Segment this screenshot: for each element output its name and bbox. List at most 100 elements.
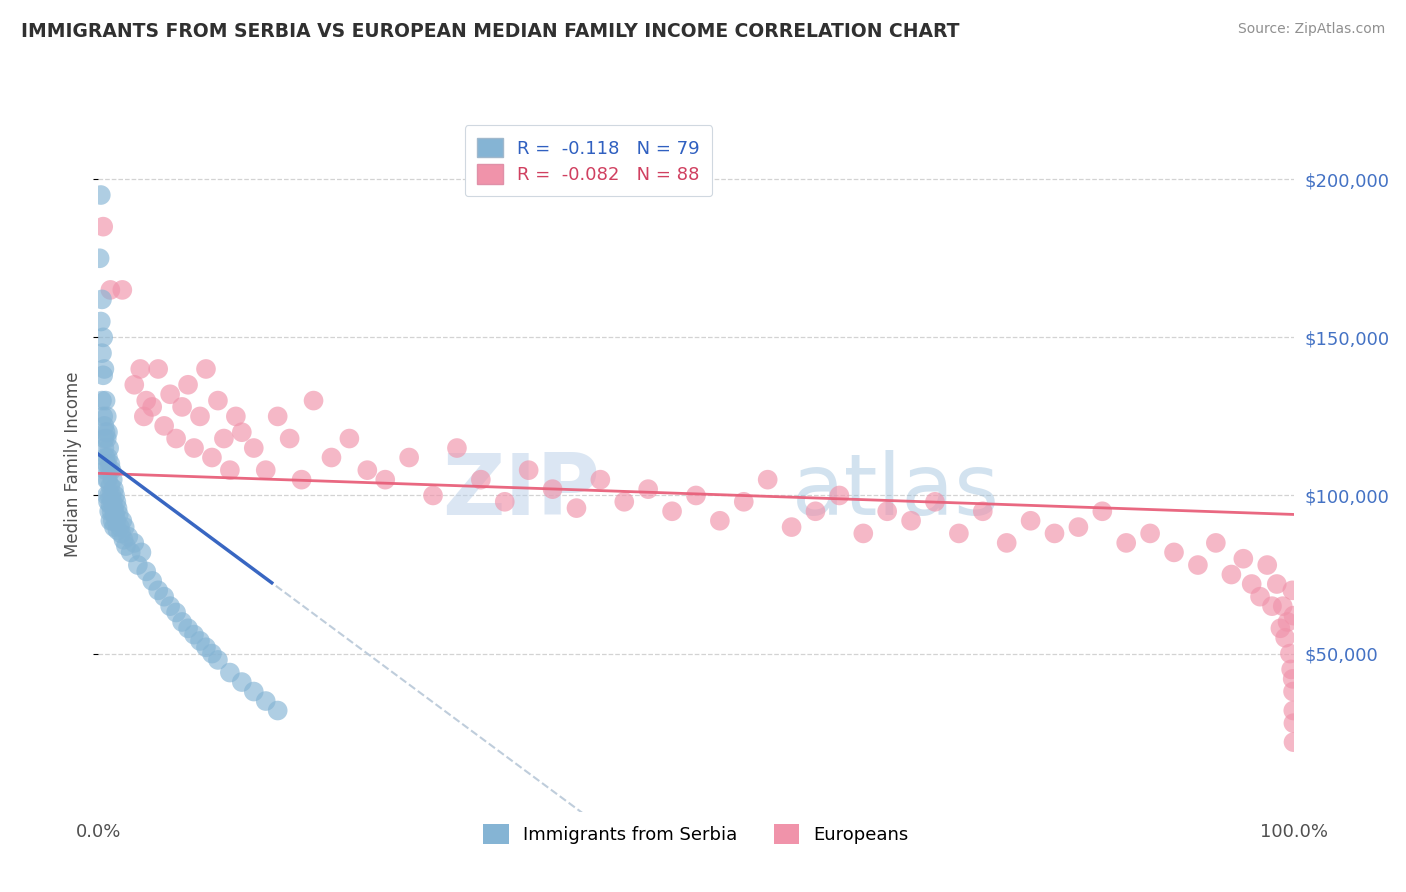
Point [159, 387, 181, 401]
Point [91, 346, 114, 360]
Point [1043, 526, 1066, 541]
Point [900, 514, 922, 528]
Point [231, 675, 253, 690]
Point [172, 400, 194, 414]
Point [112, 533, 135, 547]
Legend: Immigrants from Serbia, Europeans: Immigrants from Serbia, Europeans [477, 817, 915, 851]
Point [194, 640, 218, 655]
Point [972, 504, 994, 518]
Point [709, 514, 731, 528]
Point [302, 393, 325, 408]
Point [398, 450, 420, 465]
Point [254, 694, 277, 708]
Point [494, 495, 516, 509]
Point [91, 409, 114, 424]
Point [148, 362, 170, 376]
Point [172, 615, 194, 629]
Point [141, 574, 163, 588]
Point [446, 441, 468, 455]
Point [470, 473, 492, 487]
Point [103, 482, 125, 496]
Point [132, 409, 155, 424]
Point [93, 418, 115, 433]
Point [1281, 583, 1303, 598]
Point [1187, 558, 1209, 572]
Point [111, 514, 134, 528]
Point [100, 488, 122, 502]
Point [93, 362, 115, 376]
Point [780, 520, 803, 534]
Point [1261, 599, 1284, 614]
Point [1282, 716, 1305, 731]
Point [98, 488, 121, 502]
Point [1232, 551, 1254, 566]
Point [685, 488, 707, 502]
Point [231, 425, 253, 440]
Point [756, 473, 779, 487]
Point [97, 425, 120, 440]
Point [103, 501, 125, 516]
Point [1279, 662, 1302, 676]
Point [201, 450, 224, 465]
Point [207, 653, 229, 667]
Point [243, 441, 266, 455]
Point [96, 488, 118, 502]
Point [422, 488, 444, 502]
Point [100, 504, 122, 518]
Point [637, 482, 659, 496]
Point [101, 514, 124, 528]
Point [1265, 577, 1288, 591]
Point [321, 450, 343, 465]
Point [98, 498, 122, 512]
Point [291, 473, 314, 487]
Point [267, 409, 290, 424]
Point [94, 425, 117, 440]
Point [114, 520, 136, 534]
Point [135, 565, 157, 579]
Point [183, 441, 205, 455]
Point [1281, 672, 1303, 686]
Point [254, 463, 277, 477]
Point [124, 536, 146, 550]
Point [1019, 514, 1042, 528]
Point [517, 463, 540, 477]
Point [661, 504, 683, 518]
Point [105, 495, 128, 509]
Point [1091, 504, 1114, 518]
Point [219, 463, 242, 477]
Point [104, 488, 127, 502]
Point [96, 409, 118, 424]
Point [96, 457, 118, 471]
Point [90, 314, 112, 328]
Point [1282, 684, 1305, 698]
Point [1139, 526, 1161, 541]
Point [165, 606, 187, 620]
Point [98, 504, 121, 518]
Point [98, 479, 122, 493]
Point [1249, 590, 1271, 604]
Point [91, 219, 114, 234]
Point [804, 504, 827, 518]
Point [108, 520, 131, 534]
Point [194, 362, 218, 376]
Point [98, 514, 122, 528]
Point [91, 393, 114, 408]
Point [1282, 735, 1305, 749]
Point [212, 432, 235, 446]
Point [188, 634, 211, 648]
Text: Source: ZipAtlas.com: Source: ZipAtlas.com [1237, 22, 1385, 37]
Point [98, 457, 122, 471]
Point [111, 283, 134, 297]
Point [1278, 647, 1301, 661]
Point [93, 432, 115, 446]
Text: atlas: atlas [792, 450, 1000, 533]
Point [948, 526, 970, 541]
Point [1205, 536, 1227, 550]
Point [733, 495, 755, 509]
Text: ZIP: ZIP [443, 450, 600, 533]
Point [115, 539, 138, 553]
Point [1274, 631, 1296, 645]
Point [101, 495, 124, 509]
Point [105, 514, 128, 528]
Point [98, 463, 121, 477]
